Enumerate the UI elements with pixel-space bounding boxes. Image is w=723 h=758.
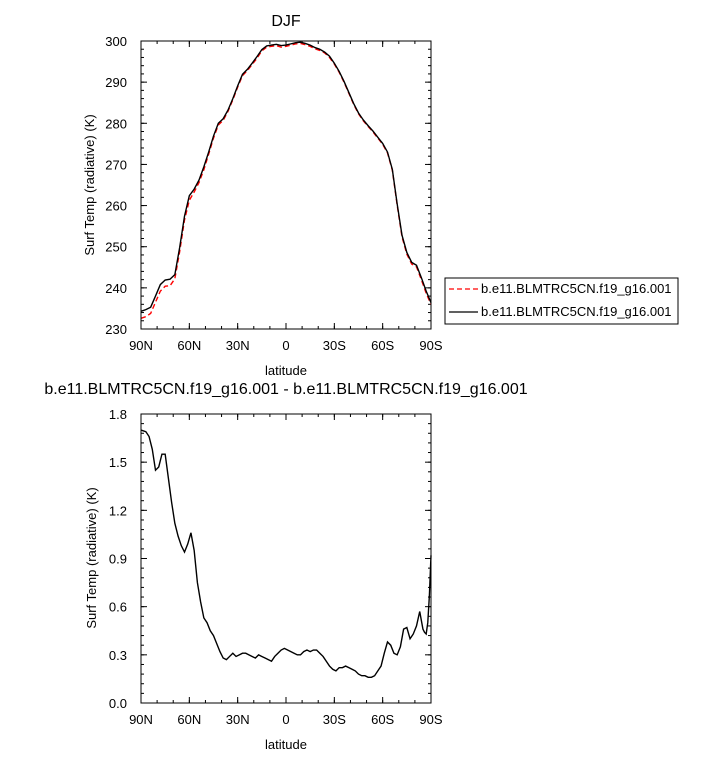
top-plot-frame [140, 40, 432, 330]
bottom-y-tick-label: 1.2 [109, 503, 127, 518]
top-y-tick-label: 240 [105, 281, 127, 296]
bottom-y-tick-label: 1.5 [109, 455, 127, 470]
top-x-tick-label: 30S [323, 338, 346, 353]
bottom-plot-frame [140, 413, 432, 704]
bottom-y-tick-label: 0.3 [109, 648, 127, 663]
top-x-tick-label: 90N [129, 338, 153, 353]
bottom-x-tick-label: 0 [282, 712, 289, 727]
top-series-line-1 [140, 41, 432, 312]
bottom-x-tick-label: 30S [323, 712, 346, 727]
top-x-axis-label: latitude [265, 363, 307, 378]
bottom-x-tick-label: 90S [419, 712, 442, 727]
top-x-tick-label: 60N [177, 338, 201, 353]
top-y-tick-label: 300 [105, 34, 127, 49]
top-y-tick-label: 270 [105, 157, 127, 172]
bottom-x-tick-label: 60N [177, 712, 201, 727]
top-x-tick-label: 0 [282, 338, 289, 353]
bottom-y-tick-label: 1.8 [109, 407, 127, 422]
top-y-tick-label: 250 [105, 240, 127, 255]
legend-label-2: b.e11.BLMTRC5CN.f19_g16.001 [481, 304, 672, 319]
legend-label-1: b.e11.BLMTRC5CN.f19_g16.001 [481, 281, 672, 296]
top-y-tick-label: 280 [105, 116, 127, 131]
top-panel: DJF 90N 60N 30N 0 30S 60S 90S 230 240 250 260 270 28… [82, 13, 679, 378]
legend: b.e11.BLMTRC5CN.f19_g16.001 b.e11.BLMTRC… [444, 277, 679, 325]
bottom-x-axis-label: latitude [265, 737, 307, 752]
top-x-tick-label: 60S [371, 338, 394, 353]
bottom-x-tick-label: 90N [129, 712, 153, 727]
top-series-line-0 [140, 42, 432, 319]
top-y-tick-label: 290 [105, 75, 127, 90]
top-x-tick-label: 90S [419, 338, 442, 353]
top-y-tick-label: 230 [105, 322, 127, 337]
top-y-tick-label: 260 [105, 199, 127, 214]
top-chart-title: DJF [271, 13, 301, 30]
bottom-y-axis-label: Surf Temp (radiative) (K) [84, 487, 99, 628]
top-y-axis-label: Surf Temp (radiative) (K) [82, 114, 97, 255]
bottom-chart-title: b.e11.BLMTRC5CN.f19_g16.001 - b.e11.BLMT… [44, 381, 527, 398]
bottom-y-tick-label: 0.9 [109, 552, 127, 567]
top-x-tick-label: 30N [226, 338, 250, 353]
bottom-y-tick-label: 0.6 [109, 600, 127, 615]
bottom-x-tick-label: 30N [226, 712, 250, 727]
bottom-y-tick-label: 0.0 [109, 696, 127, 711]
bottom-panel: b.e11.BLMTRC5CN.f19_g16.001 - b.e11.BLMT… [44, 381, 527, 752]
bottom-series-line-0 [140, 429, 432, 679]
bottom-x-tick-label: 60S [371, 712, 394, 727]
